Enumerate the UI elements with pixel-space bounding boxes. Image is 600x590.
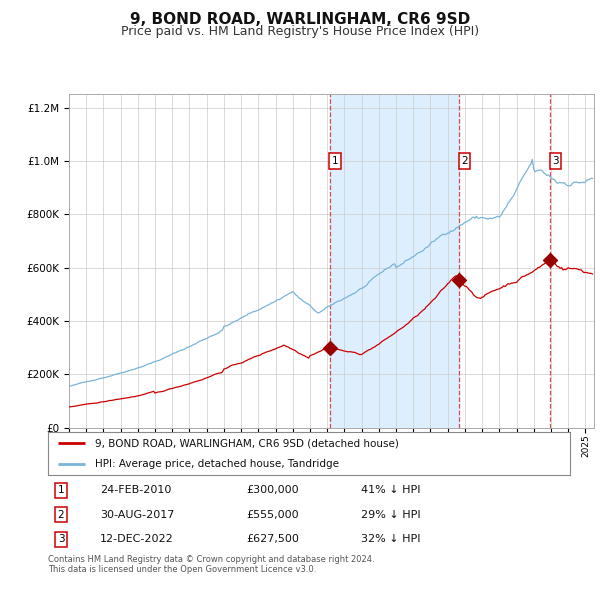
Text: 24-FEB-2010: 24-FEB-2010 bbox=[100, 486, 172, 496]
Text: 12-DEC-2022: 12-DEC-2022 bbox=[100, 534, 174, 544]
Point bbox=[454, 275, 464, 284]
Text: 41% ↓ HPI: 41% ↓ HPI bbox=[361, 486, 421, 496]
Point bbox=[325, 343, 334, 352]
Text: 3: 3 bbox=[552, 156, 559, 166]
Text: 3: 3 bbox=[58, 534, 64, 544]
Text: £300,000: £300,000 bbox=[247, 486, 299, 496]
Point bbox=[545, 255, 555, 265]
Text: Price paid vs. HM Land Registry's House Price Index (HPI): Price paid vs. HM Land Registry's House … bbox=[121, 25, 479, 38]
Text: 2: 2 bbox=[58, 510, 64, 520]
Text: 9, BOND ROAD, WARLINGHAM, CR6 9SD: 9, BOND ROAD, WARLINGHAM, CR6 9SD bbox=[130, 12, 470, 27]
Text: £627,500: £627,500 bbox=[247, 534, 299, 544]
Text: 32% ↓ HPI: 32% ↓ HPI bbox=[361, 534, 421, 544]
Text: 1: 1 bbox=[332, 156, 338, 166]
Text: 29% ↓ HPI: 29% ↓ HPI bbox=[361, 510, 421, 520]
Text: Contains HM Land Registry data © Crown copyright and database right 2024.
This d: Contains HM Land Registry data © Crown c… bbox=[48, 555, 374, 574]
Text: £555,000: £555,000 bbox=[247, 510, 299, 520]
Text: 2: 2 bbox=[461, 156, 468, 166]
Text: HPI: Average price, detached house, Tandridge: HPI: Average price, detached house, Tand… bbox=[95, 460, 339, 469]
Text: 9, BOND ROAD, WARLINGHAM, CR6 9SD (detached house): 9, BOND ROAD, WARLINGHAM, CR6 9SD (detac… bbox=[95, 438, 399, 448]
Text: 1: 1 bbox=[58, 486, 64, 496]
Bar bbox=[329, 94, 459, 428]
Text: 30-AUG-2017: 30-AUG-2017 bbox=[100, 510, 175, 520]
